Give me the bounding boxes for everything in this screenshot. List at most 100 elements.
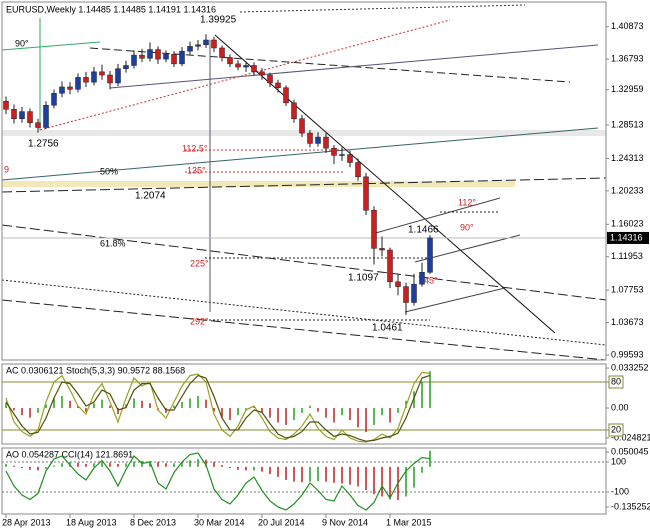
candle-body (19, 111, 25, 120)
tick-label-box (608, 375, 624, 389)
zone (2, 181, 515, 187)
candle-body (179, 50, 185, 65)
tick-label-box (608, 423, 624, 437)
candle-body (387, 249, 393, 283)
candle-body (75, 77, 81, 90)
candle-body (347, 154, 353, 163)
candle-body (355, 162, 361, 178)
candle-body (395, 281, 401, 287)
y-tick-label: -0.024821 (611, 432, 650, 442)
x-tick-label: 28 Apr 2013 (2, 517, 51, 527)
last-price-box (607, 231, 649, 244)
annotation: 45° (424, 275, 438, 285)
annotation: 1.2074 (135, 191, 166, 202)
candle-body (243, 65, 249, 68)
candle-body (147, 49, 153, 59)
candle-body (259, 71, 265, 76)
candle-body (203, 39, 209, 46)
candle-body (171, 54, 177, 65)
y-tick-label: 1.32959 (611, 84, 644, 94)
y-tick-label: 1.11953 (611, 251, 643, 261)
candle-body (195, 44, 201, 47)
candle-body (283, 87, 289, 104)
candle-body (83, 77, 89, 83)
annotation: 90° (15, 38, 29, 48)
candle-body (363, 176, 369, 211)
annotation: 1.0461 (372, 323, 403, 334)
y-tick-label: 1.24313 (611, 153, 644, 163)
candle-body (115, 68, 121, 84)
x-tick-label: 20 Jul 2014 (258, 517, 305, 527)
candle-body (51, 93, 57, 106)
candle-body (43, 104, 49, 128)
x-tick-label: 1 Mar 2015 (386, 517, 432, 527)
annotation: 292° (190, 316, 209, 326)
x-tick-label: 9 Nov 2014 (322, 517, 368, 527)
candle-body (211, 39, 217, 49)
line (1, 41, 101, 51)
candle-body (299, 118, 305, 134)
candle-body (219, 47, 225, 58)
x-tick-label: 8 Dec 2013 (130, 517, 176, 527)
candle-body (411, 283, 417, 303)
panel-title: EURUSD,Weekly 1.14485 1.14485 1.14191 1.… (6, 4, 216, 14)
y-tick-label: 1.20233 (611, 185, 644, 195)
line (1, 279, 607, 346)
candle-body (331, 147, 337, 156)
candle-body (187, 46, 193, 52)
line (39, 19, 451, 131)
line (371, 197, 501, 235)
line (1, 177, 607, 193)
panel-frame (1, 363, 607, 445)
candle-body (323, 136, 329, 149)
line (1, 299, 607, 361)
candle-body (371, 209, 377, 249)
annotation: 90° (460, 222, 474, 232)
candle-body (379, 248, 385, 251)
last-price-label: 1.14316 (610, 232, 643, 242)
panel-frame (1, 447, 607, 515)
annotation: 225° (190, 258, 209, 268)
panel-title: AO 0.054287 CCI(14) 121.8691 (6, 449, 133, 459)
candle-body (123, 65, 129, 69)
annotation: 1.2756 (28, 139, 59, 150)
y-tick-label: 1.16023 (611, 219, 644, 229)
annotation: 112.5° (182, 143, 208, 153)
candle-body (275, 82, 281, 88)
y-tick-label: 80 (611, 376, 621, 386)
candle-body (291, 102, 297, 120)
panel-frame (1, 1, 607, 361)
line (109, 44, 599, 89)
x-tick-label: 30 Mar 2014 (194, 517, 245, 527)
y-tick-label: 0.99593 (611, 349, 644, 359)
candle-body (235, 63, 241, 68)
y-tick-label: 0.050045 (611, 446, 649, 456)
candle-body (427, 237, 433, 273)
y-tick-label: 100 (611, 456, 626, 466)
trend-line (214, 34, 556, 334)
candle-body (91, 71, 97, 83)
indicator-line (5, 371, 431, 443)
candle-body (339, 154, 345, 156)
annotation: 135° (187, 165, 206, 175)
candle-body (67, 86, 73, 90)
candle-body (3, 101, 9, 110)
candle-body (403, 286, 409, 303)
y-tick-label: -0.135252 (611, 501, 650, 511)
candle-body (251, 65, 257, 73)
candle-body (11, 108, 17, 120)
y-tick-label: 1.07753 (611, 285, 644, 295)
y-tick-label: 0.033252 (611, 362, 649, 372)
line (404, 287, 506, 313)
indicator-line (5, 452, 431, 511)
candle-body (99, 71, 105, 76)
candle-body (27, 111, 33, 123)
annotation: 61.8% (100, 238, 126, 248)
y-tick-label: 1.28513 (611, 119, 644, 129)
candle-body (227, 57, 233, 65)
candle-body (267, 74, 273, 84)
annotation: 1.1097 (348, 273, 379, 284)
annotation: 1.1466 (408, 225, 439, 236)
annotation: 1.39925 (200, 15, 237, 26)
